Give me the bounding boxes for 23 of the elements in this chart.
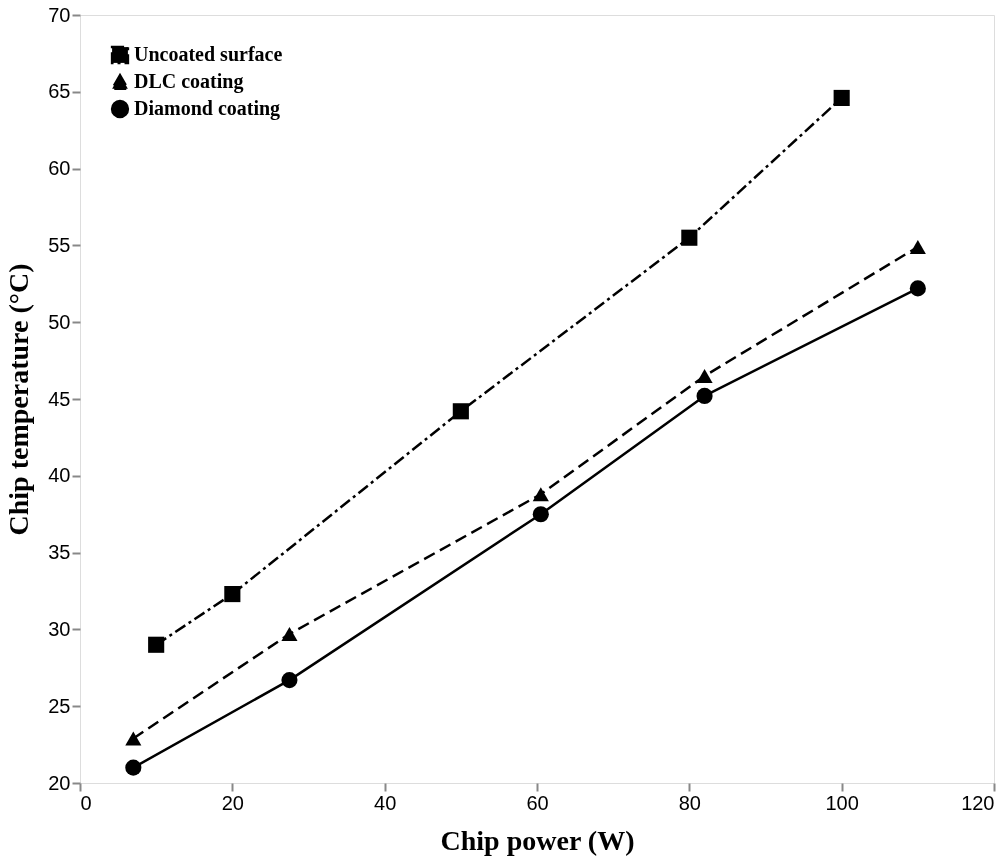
x-tick-label: 0 <box>80 791 92 814</box>
y-axis-title: Chip temperature (°C) <box>3 263 35 536</box>
x-axis-title: Chip power (W) <box>440 824 635 856</box>
y-tick-label: 60 <box>48 157 71 180</box>
x-tick-label: 20 <box>221 791 244 814</box>
legend-label: Uncoated surface <box>134 43 283 65</box>
y-tick-label: 40 <box>48 464 71 487</box>
x-tick-label: 80 <box>678 791 701 814</box>
y-tick-label: 55 <box>48 233 71 256</box>
y-tick-label: 25 <box>48 694 71 717</box>
y-tick-label: 45 <box>48 387 71 410</box>
legend-label: Diamond coating <box>134 97 281 120</box>
x-tick-label: 40 <box>374 791 397 814</box>
legend-label: DLC coating <box>134 70 244 93</box>
y-tick-label: 65 <box>48 80 71 103</box>
y-tick-label: 20 <box>48 771 71 794</box>
x-tick-label: 120 <box>961 791 995 814</box>
x-tick-label: 60 <box>526 791 549 814</box>
y-tick-label: 35 <box>48 541 71 564</box>
y-tick-label: 50 <box>48 310 71 333</box>
x-tick-label: 100 <box>825 791 859 814</box>
y-tick-label: 70 <box>48 3 71 26</box>
y-tick-label: 30 <box>48 617 71 640</box>
